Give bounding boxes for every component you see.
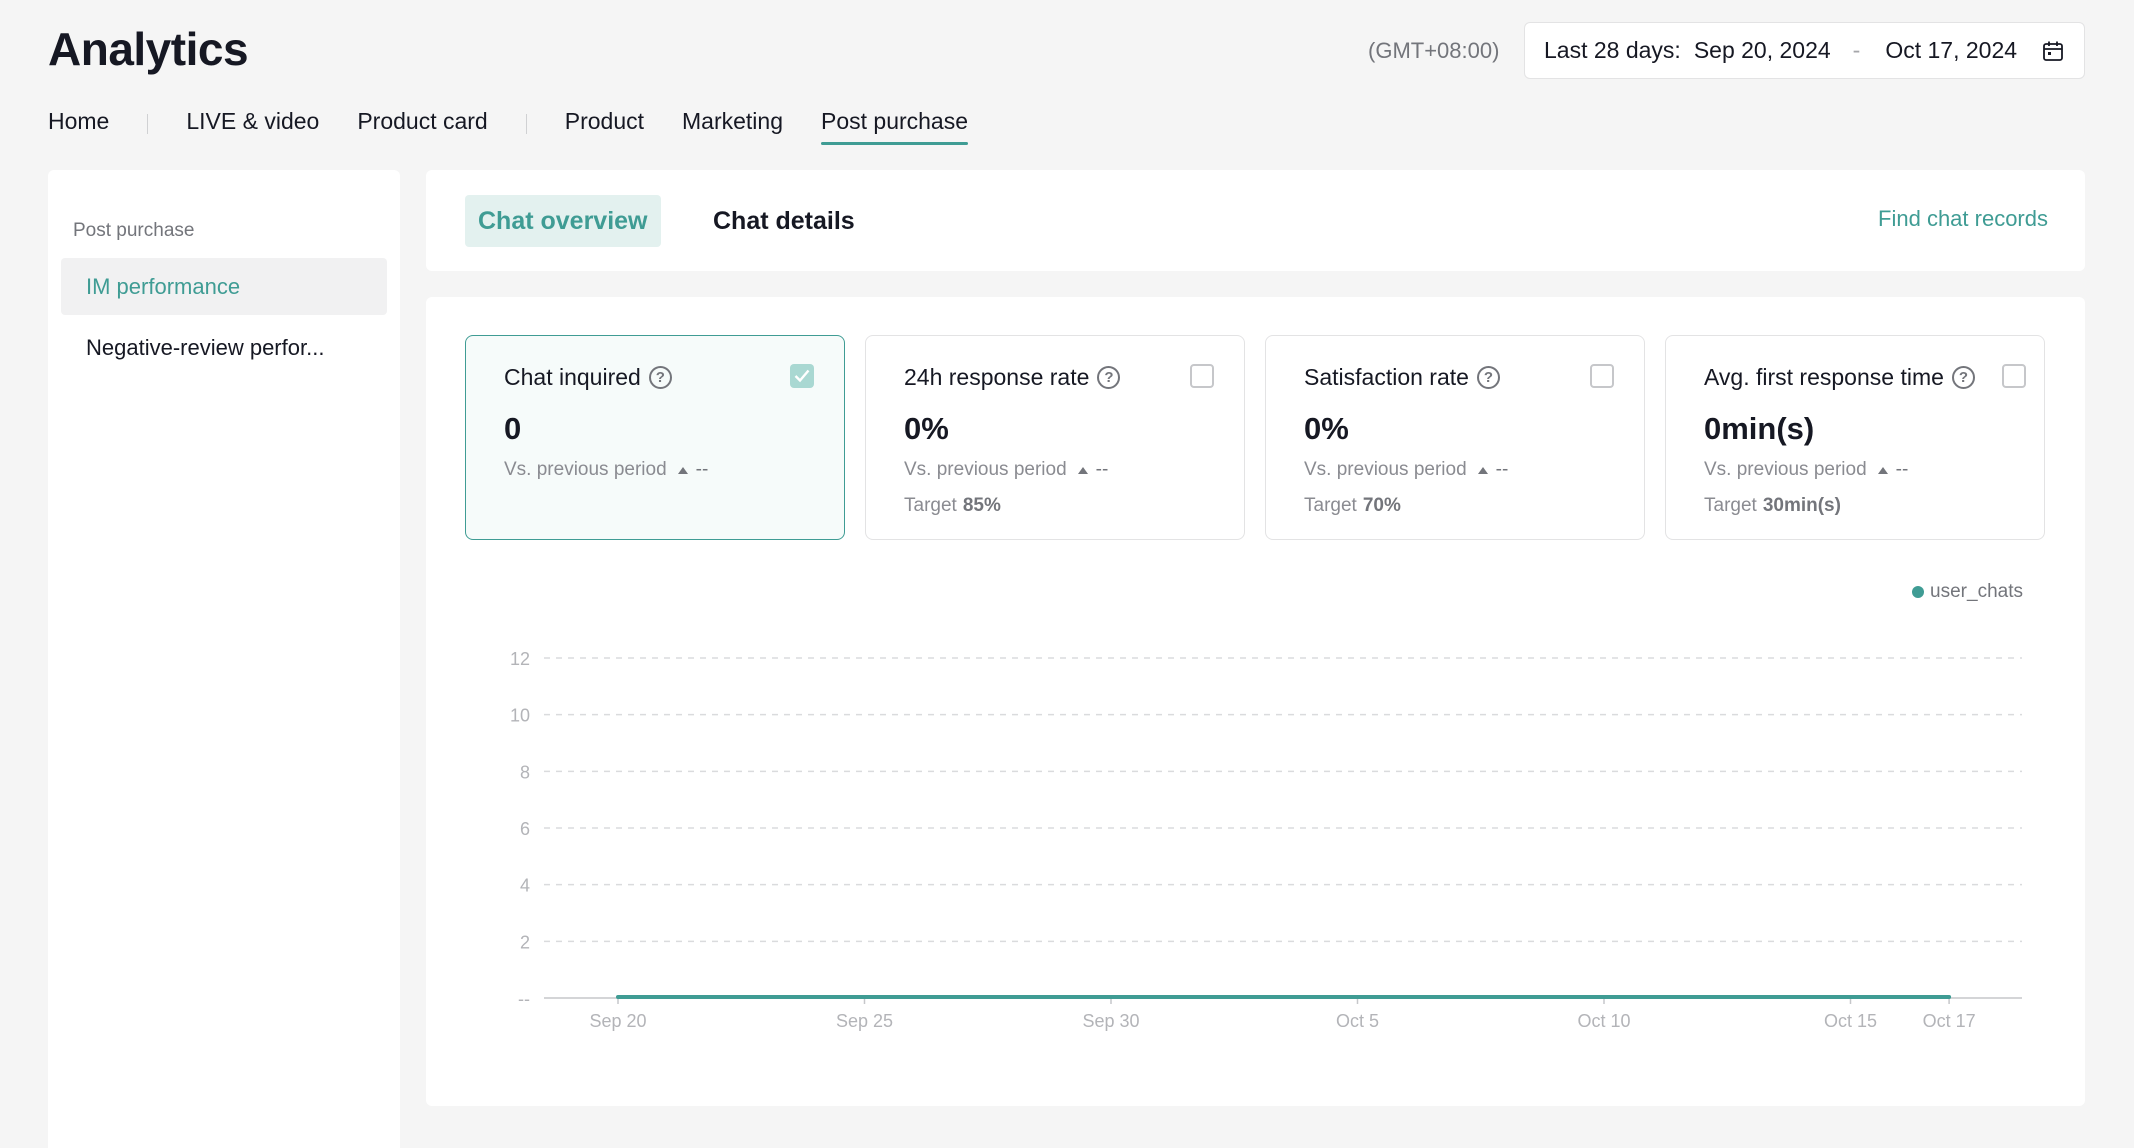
x-tick-label: Sep 30 <box>1082 1011 1139 1031</box>
metric-compare-value: -- <box>1495 459 1509 480</box>
metric-value: 0min(s) <box>1704 411 1815 446</box>
metric-compare-label: Vs. previous period <box>1304 459 1467 480</box>
subtabs-bar: Chat overview Chat details Find chat rec… <box>426 170 2085 271</box>
metric-compare-value: -- <box>695 459 709 480</box>
date-range-label: Last 28 days: <box>1544 37 1681 63</box>
help-icon[interactable]: ? <box>1951 366 1975 389</box>
tab-chat-overview[interactable]: Chat overview <box>465 195 661 247</box>
sidebar-group-label: Post purchase <box>73 220 195 241</box>
x-tick-label: Oct 15 <box>1824 1011 1877 1031</box>
sidebar-item-im-performance[interactable]: IM performance <box>61 258 387 315</box>
metric-checkbox[interactable] <box>1590 364 1614 388</box>
help-icon[interactable]: ? <box>648 366 672 389</box>
metric-card-24h-response-rate[interactable]: 24h response rate? 0% Vs. previous perio… <box>865 335 1245 540</box>
metric-checkbox[interactable] <box>790 364 814 388</box>
metric-checkbox[interactable] <box>1190 364 1214 388</box>
metric-value: 0% <box>904 411 949 446</box>
chat-overview-panel: Chat inquired? 0 Vs. previous period -- 2… <box>426 297 2085 1106</box>
sidebar-item-negative-review-performance[interactable]: Negative-review perfor... <box>86 334 325 360</box>
tab-marketing[interactable]: Marketing <box>682 108 783 134</box>
find-chat-records-link[interactable]: Find chat records <box>1878 206 2048 231</box>
check-icon <box>794 369 810 383</box>
metric-compare-label: Vs. previous period <box>504 459 667 480</box>
tab-post-purchase[interactable]: Post purchase <box>820 108 969 145</box>
y-tick-label: 10 <box>510 706 530 726</box>
metric-target-label: Target <box>1704 495 1757 516</box>
metric-target-value: 30min(s) <box>1762 495 1841 516</box>
x-tick-label: Sep 25 <box>836 1011 893 1031</box>
sidebar: Post purchase IM performance Negative-re… <box>48 170 400 1148</box>
date-range-picker[interactable]: Last 28 days: Sep 20, 2024 - Oct 17, 202… <box>1524 22 2085 79</box>
metric-compare-value: -- <box>1895 459 1909 480</box>
analytics-tabs: Home LIVE & video Product card Product M… <box>48 108 1006 150</box>
metric-value: 0% <box>1304 411 1349 446</box>
metric-title: 24h response rate <box>904 364 1090 390</box>
x-tick-label: Oct 5 <box>1336 1011 1379 1031</box>
page-title: Analytics <box>48 23 249 75</box>
date-range-separator: - <box>1852 37 1861 63</box>
y-tick-label: 4 <box>520 876 530 896</box>
chart-legend[interactable]: user_chats <box>1912 581 2023 603</box>
y-tick-label: 2 <box>520 932 530 952</box>
metric-compare-label: Vs. previous period <box>904 459 1067 480</box>
tab-product-card[interactable]: Product card <box>357 108 488 134</box>
metric-compare-value: -- <box>1095 459 1109 480</box>
tab-divider <box>525 114 527 134</box>
x-tick-label: Oct 10 <box>1577 1011 1630 1031</box>
x-tick-label: Oct 17 <box>1923 1011 1976 1031</box>
help-icon[interactable]: ? <box>1097 366 1121 389</box>
legend-label: user_chats <box>1930 581 2023 602</box>
tab-live-video[interactable]: LIVE & video <box>186 108 320 134</box>
date-range-start[interactable]: Sep 20, 2024 <box>1693 37 1831 63</box>
y-tick-label: 6 <box>520 819 530 839</box>
metric-checkbox[interactable] <box>2002 364 2026 388</box>
trend-up-icon <box>677 466 688 474</box>
trend-up-icon <box>1877 466 1888 474</box>
tab-product[interactable]: Product <box>564 108 644 134</box>
timezone-label: (GMT+08:00) <box>1368 38 1500 63</box>
tab-chat-details[interactable]: Chat details <box>713 206 855 235</box>
metric-compare-label: Vs. previous period <box>1704 459 1867 480</box>
tab-home[interactable]: Home <box>48 108 110 134</box>
metric-target-value: 70% <box>1362 495 1401 516</box>
metric-target-label: Target <box>904 495 957 516</box>
chat-trend-chart: -- 2 4 6 8 10 12 Sep 20 Sep 25 Sep 30 Oct 5 Oct 10 O… <box>510 649 2022 1031</box>
metric-title: Satisfaction rate <box>1304 364 1469 390</box>
trend-up-icon <box>1477 466 1488 474</box>
x-tick-label: Sep 20 <box>589 1011 646 1031</box>
legend-dot-icon <box>1912 586 1925 598</box>
metric-target-value: 85% <box>962 495 1001 516</box>
tab-divider <box>147 114 149 134</box>
y-tick-label: 8 <box>520 762 530 782</box>
metric-target-label: Target <box>1304 495 1357 516</box>
y-tick-label: -- <box>518 989 530 1009</box>
metric-title: Chat inquired <box>504 364 641 390</box>
metric-card-avg-first-response-time[interactable]: Avg. first response time? 0min(s) Vs. pr… <box>1665 335 2045 540</box>
y-tick-label: 12 <box>510 649 530 669</box>
help-icon[interactable]: ? <box>1476 366 1500 389</box>
calendar-icon[interactable] <box>2042 40 2064 62</box>
metric-card-chat-inquired[interactable]: Chat inquired? 0 Vs. previous period -- <box>465 335 845 540</box>
trend-up-icon <box>1077 466 1088 474</box>
metric-title: Avg. first response time <box>1704 364 1944 390</box>
date-range-end[interactable]: Oct 17, 2024 <box>1885 37 2018 63</box>
metric-value: 0 <box>504 411 522 446</box>
metric-card-satisfaction-rate[interactable]: Satisfaction rate? 0% Vs. previous perio… <box>1265 335 1645 540</box>
